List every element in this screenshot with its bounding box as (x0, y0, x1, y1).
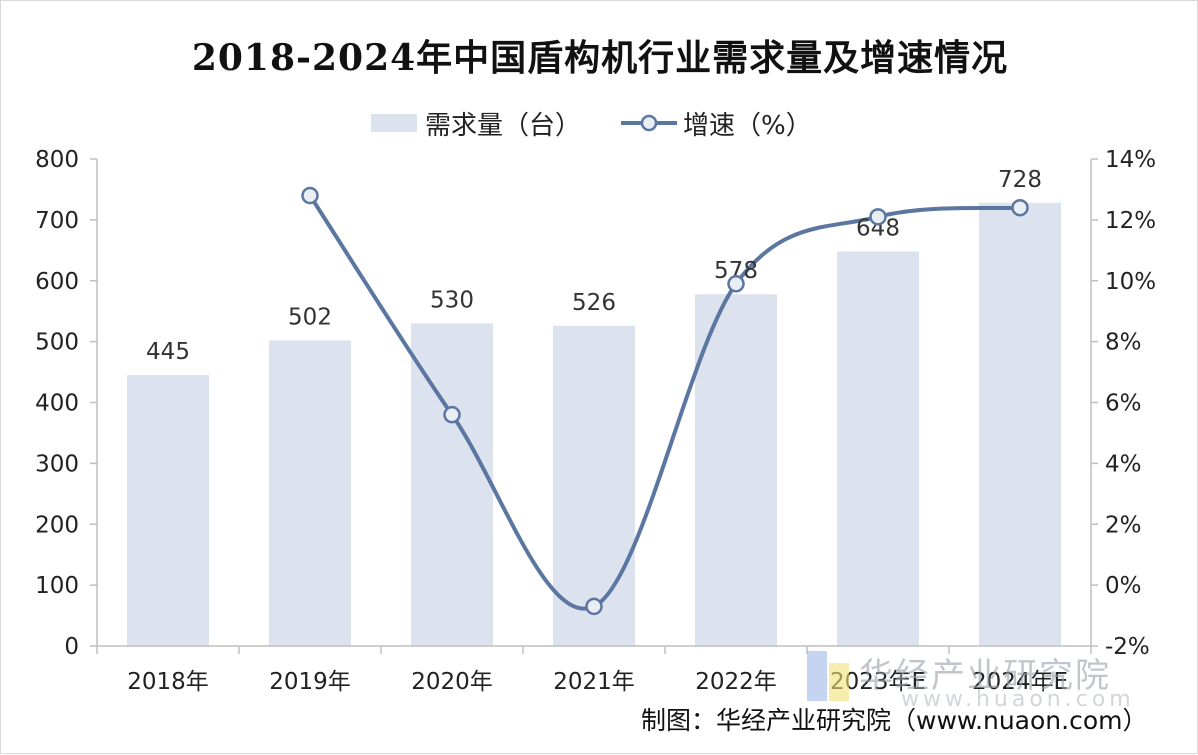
y-right-tick-label: 6% (1105, 391, 1142, 417)
legend-label-demand: 需求量（台） (425, 110, 582, 141)
bar-value-label: 502 (288, 304, 332, 330)
x-tick-label: 2020年 (411, 669, 493, 695)
y-right-tick-label: 4% (1105, 451, 1142, 477)
bar-value-label: 530 (430, 287, 474, 313)
y-right-tick-label: 14% (1105, 147, 1156, 173)
y-left-tick-label: 200 (35, 512, 79, 538)
growth-point-7 (1011, 198, 1029, 217)
growth-point-4 (585, 597, 603, 616)
watermark-text: 华经产业研究院 (859, 655, 1111, 696)
y-left-tick-label: 800 (35, 147, 79, 173)
y-right-tick-label: 0% (1105, 573, 1142, 599)
bar-4 (553, 325, 635, 646)
bar-6 (837, 251, 919, 646)
bar-7 (979, 202, 1061, 646)
legend-bar-swatch (371, 114, 417, 132)
bar-value-label: 728 (998, 167, 1042, 193)
y-left-tick-label: 600 (35, 269, 79, 295)
bar-2 (269, 340, 351, 646)
growth-point-2 (301, 186, 319, 205)
x-tick-label: 2018年 (127, 669, 209, 695)
watermark-url: www.huaon.com (901, 687, 1135, 712)
y-right-tick-label: 2% (1105, 512, 1142, 538)
y-left-tick-label: 400 (35, 391, 79, 417)
y-left-tick-label: 0 (64, 634, 79, 660)
x-tick-label: 2022年 (695, 669, 777, 695)
y-right-tick-label: 8% (1105, 330, 1142, 356)
source-note: 制图：华经产业研究院（www.nuaon.com） (641, 706, 1148, 735)
chart-title: 2018-2024年中国盾构机行业需求量及增速情况 (191, 37, 1009, 79)
legend-line-swatch (621, 114, 678, 132)
bar-1 (127, 375, 209, 646)
y-left-tick-label: 700 (35, 208, 79, 234)
x-tick-label: 2019年 (269, 669, 351, 695)
watermark-logo-icon (807, 643, 851, 701)
legend-item-growth: 增速（%） (621, 105, 812, 142)
x-tick-label: 2021年 (553, 669, 635, 695)
y-left-tick-label: 500 (35, 330, 79, 356)
growth-point-3 (443, 405, 461, 424)
y-right-tick-label: 12% (1105, 208, 1156, 234)
legend-label-growth: 增速（%） (683, 110, 812, 141)
axes-layer: 0 100 200 300 400 500 600 700 800 -2% 0% 2% 4% 6% 8% 10… (35, 147, 1156, 695)
growth-point-5 (727, 275, 745, 293)
x-tick-label: 2024年E (972, 669, 1068, 695)
watermark: 华经产业研究院 (807, 643, 1111, 701)
y-right-tick-label: 10% (1105, 269, 1156, 295)
growth-point-6 (869, 208, 887, 226)
legend-item-demand: 需求量（台） (371, 105, 581, 142)
chart-legend: 需求量（台） 增速（%） (371, 103, 852, 143)
bar-value-label: 445 (146, 339, 190, 365)
bar-5 (695, 294, 777, 646)
y-left-tick-label: 300 (35, 451, 79, 477)
bar-value-label: 526 (572, 290, 616, 316)
bars-layer (127, 202, 1061, 646)
y-right-tick-label: -2% (1105, 634, 1150, 660)
y-left-tick-label: 100 (35, 573, 79, 599)
